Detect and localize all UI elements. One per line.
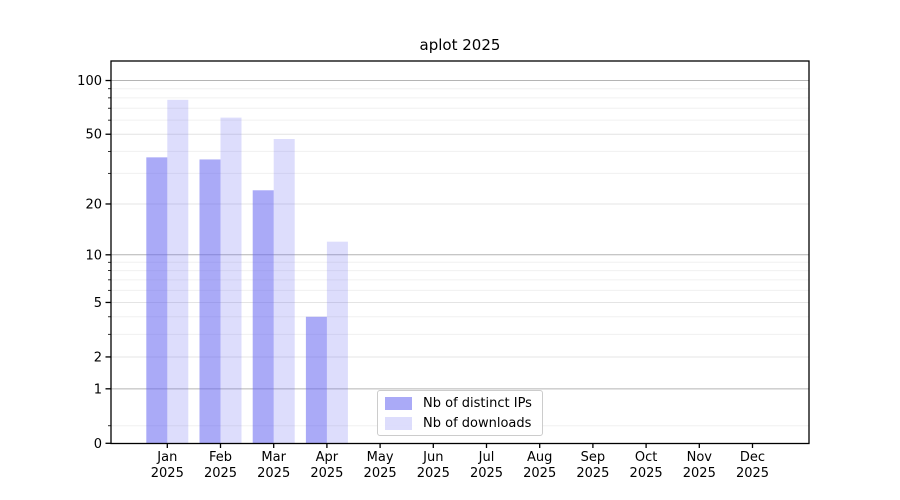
x-tick-label: Mar 2025 <box>257 450 290 481</box>
chart-title: aplot 2025 <box>419 36 501 54</box>
legend: Nb of distinct IPs Nb of downloads <box>377 390 543 436</box>
x-tick-label: Nov 2025 <box>683 450 716 481</box>
x-tick-label: Apr 2025 <box>310 450 343 481</box>
legend-label-downloads: Nb of downloads <box>423 415 532 431</box>
bar-downloads-jan <box>167 99 189 444</box>
x-tick-label: Jan 2025 <box>151 450 184 481</box>
y-tick-label: 50 <box>85 128 102 143</box>
legend-label-distinct-ips: Nb of distinct IPs <box>423 395 532 411</box>
y-tick-label: 5 <box>94 296 102 311</box>
bar-ips-apr <box>305 316 327 444</box>
x-tick-label: Oct 2025 <box>630 450 663 481</box>
legend-item-distinct-ips: Nb of distinct IPs <box>385 395 542 412</box>
bar-downloads-feb <box>220 117 242 444</box>
y-tick-label: 20 <box>85 197 102 212</box>
x-tick-label: Jun 2025 <box>417 450 450 481</box>
y-tick-label: 10 <box>85 248 102 263</box>
x-tick-label: Aug 2025 <box>523 450 556 481</box>
legend-item-downloads: Nb of downloads <box>385 415 542 432</box>
bar-downloads-mar <box>273 138 295 444</box>
y-tick-label: 2 <box>94 350 102 365</box>
x-tick-label: Dec 2025 <box>736 450 769 481</box>
y-tick-label: 1 <box>94 382 102 397</box>
bar-ips-feb <box>199 159 221 444</box>
x-tick-label: May 2025 <box>364 450 397 481</box>
plot-frame <box>110 60 810 445</box>
y-tick-label: 0 <box>94 437 102 452</box>
x-tick-label: Sep 2025 <box>576 450 609 481</box>
x-tick-label: Feb 2025 <box>204 450 237 481</box>
x-tick-label: Jul 2025 <box>470 450 503 481</box>
legend-swatch-downloads <box>385 416 412 430</box>
y-tick-label: 100 <box>77 74 102 89</box>
bar-ips-jan <box>146 157 168 444</box>
bar-downloads-apr <box>326 241 348 444</box>
legend-swatch-distinct-ips <box>385 396 412 410</box>
bar-ips-mar <box>252 190 274 444</box>
